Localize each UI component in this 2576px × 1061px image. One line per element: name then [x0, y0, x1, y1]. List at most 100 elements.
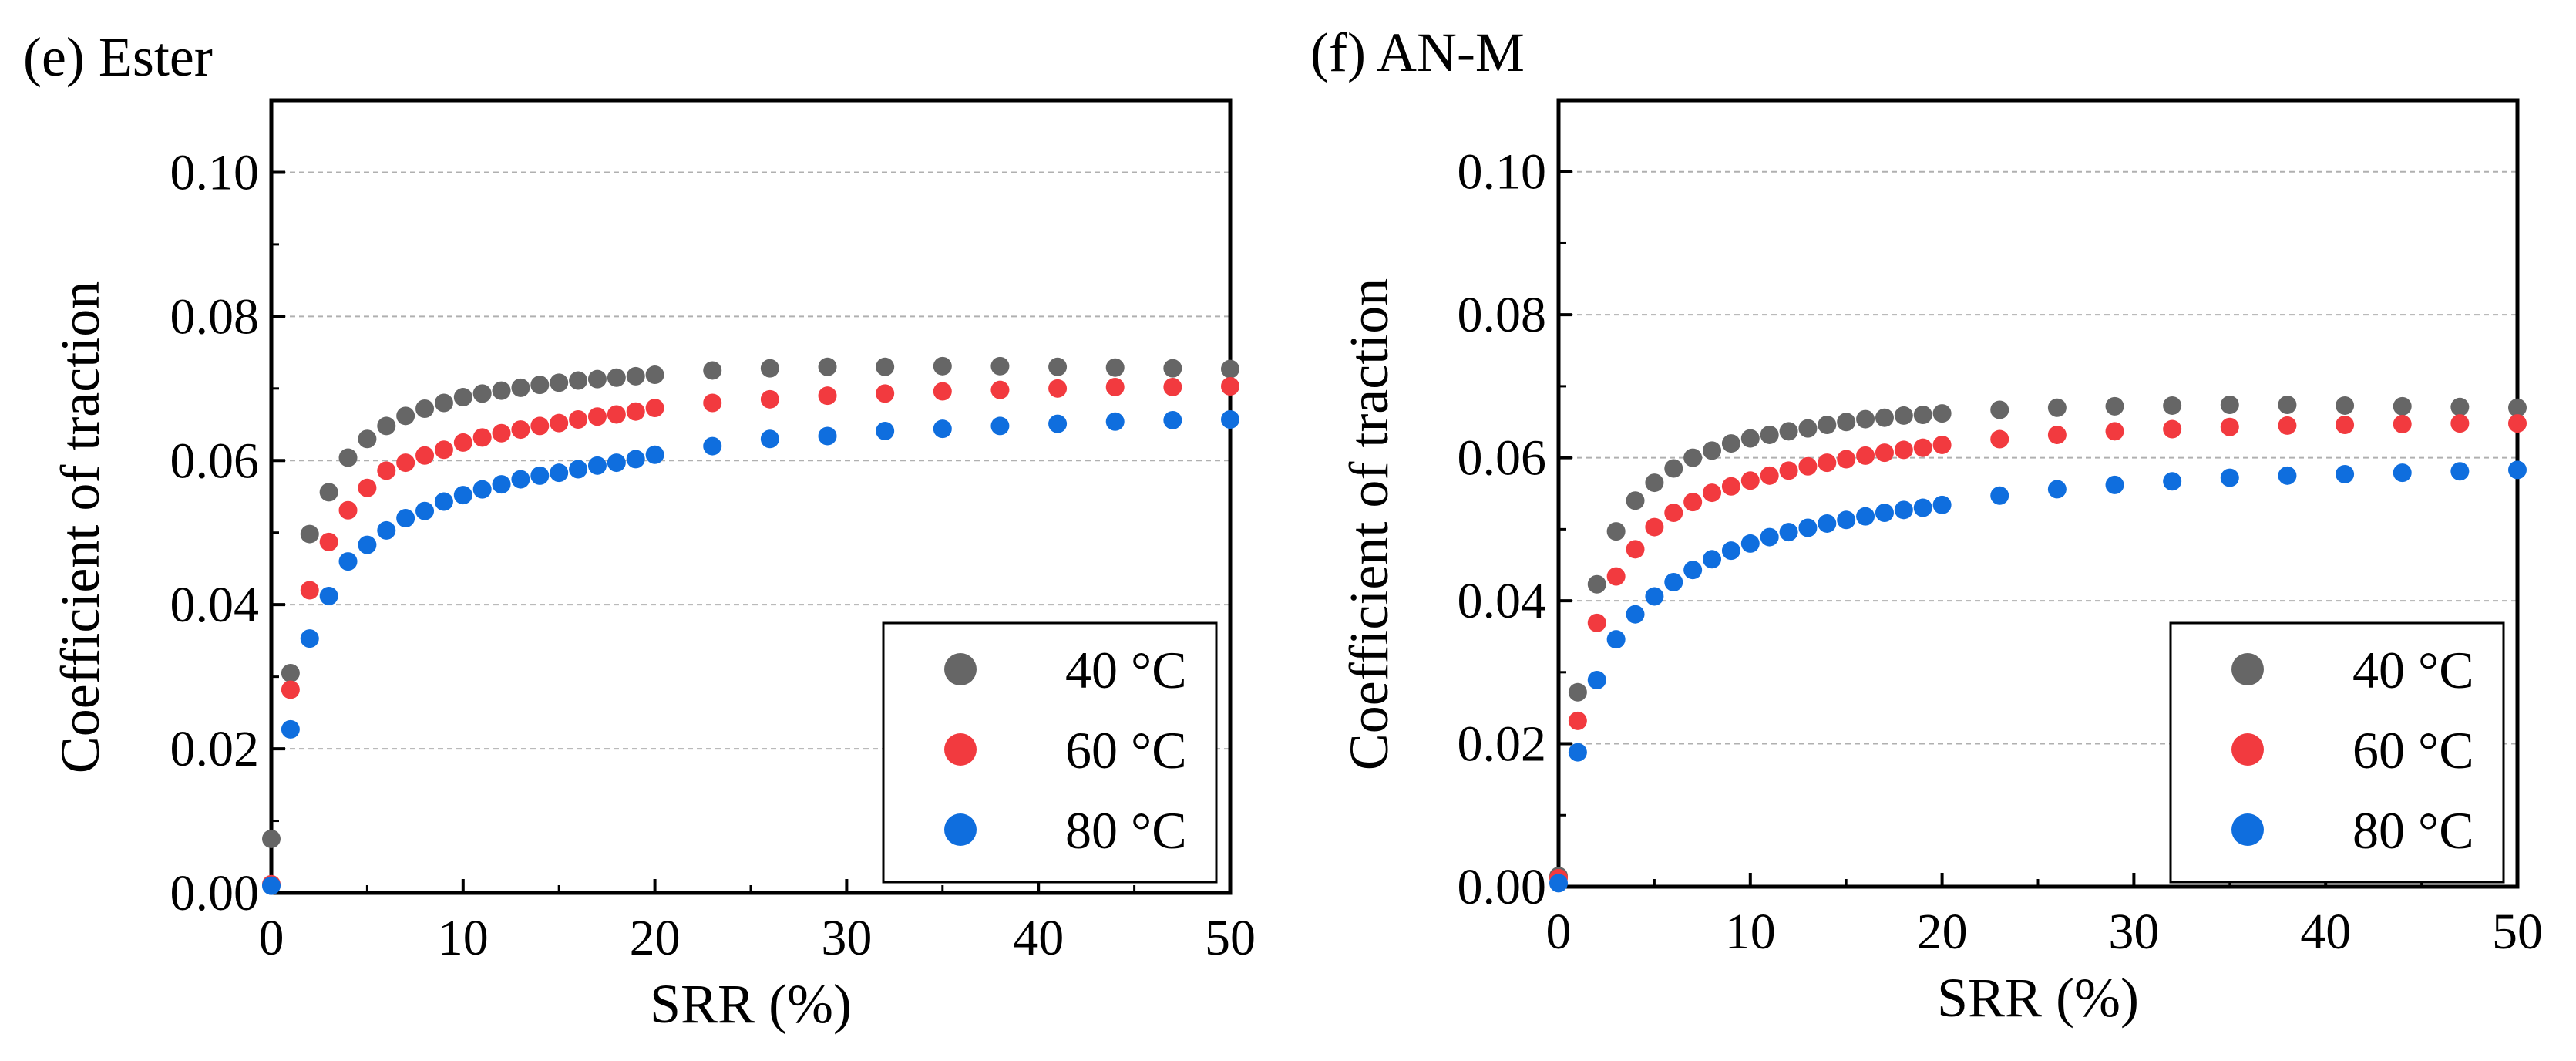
- data-point: [1740, 471, 1760, 490]
- data-point: [818, 426, 837, 446]
- panel-label: (f) AN-M: [1310, 22, 1525, 83]
- data-point: [530, 376, 550, 395]
- data-point: [530, 416, 550, 436]
- data-point: [1894, 440, 1913, 460]
- data-point: [645, 365, 664, 385]
- data-point: [434, 393, 453, 413]
- legend-marker: [2231, 733, 2264, 766]
- data-point: [511, 378, 530, 397]
- data-point: [1683, 493, 1703, 512]
- data-point: [1740, 429, 1760, 448]
- data-point: [396, 453, 415, 473]
- data-point: [262, 829, 281, 848]
- data-point: [358, 478, 377, 497]
- data-point: [434, 440, 453, 460]
- data-point: [338, 448, 358, 467]
- data-point: [1664, 572, 1683, 591]
- y-tick-label: 0.08: [170, 288, 260, 345]
- data-point: [2047, 398, 2067, 417]
- data-point: [396, 406, 415, 426]
- data-point: [626, 450, 645, 469]
- data-point: [569, 460, 588, 479]
- data-point: [569, 410, 588, 429]
- series-1: [262, 356, 1239, 848]
- y-axis-label: Coefficient of traction: [49, 281, 111, 773]
- data-point: [492, 423, 511, 443]
- data-point: [377, 461, 396, 480]
- data-point: [1703, 550, 1722, 569]
- legend-marker: [2231, 813, 2264, 846]
- data-point: [2163, 396, 2182, 415]
- data-point: [1856, 409, 1875, 429]
- x-tick-label: 10: [438, 910, 489, 966]
- data-point: [492, 475, 511, 494]
- data-point: [1606, 630, 1626, 649]
- data-point: [415, 446, 435, 465]
- data-point: [281, 719, 300, 739]
- data-point: [2105, 396, 2124, 416]
- data-point: [1683, 448, 1703, 467]
- data-point: [1606, 522, 1626, 541]
- data-point: [2508, 414, 2527, 433]
- series-3: [262, 410, 1239, 895]
- data-point: [2220, 417, 2239, 436]
- data-point: [1990, 429, 2009, 449]
- data-point: [703, 393, 722, 413]
- data-point: [1740, 534, 1760, 553]
- data-point: [300, 629, 319, 648]
- data-point: [1760, 527, 1779, 547]
- data-point: [1048, 357, 1068, 376]
- data-point: [2336, 396, 2355, 415]
- data-point: [434, 492, 453, 511]
- data-point: [1837, 413, 1856, 432]
- legend-marker: [2231, 653, 2264, 685]
- x-tick-label: 20: [630, 910, 681, 966]
- data-point: [453, 433, 472, 452]
- panel-f-an-m: (f) AN-M 0.00 0.02 0.04 0.06 0.08 0.10 0 10 20 30 4…: [1310, 22, 2543, 1029]
- legend-label: 80 °C: [1065, 801, 1187, 860]
- data-point: [1913, 406, 1932, 424]
- data-point: [415, 399, 435, 418]
- data-point: [1645, 473, 1664, 493]
- data-point: [626, 366, 645, 386]
- data-point: [876, 384, 895, 403]
- data-point: [933, 356, 952, 376]
- data-point: [1163, 410, 1182, 429]
- y-tick-label: 0.10: [1458, 144, 1547, 200]
- legend-label: 60 °C: [1065, 721, 1187, 780]
- data-point: [587, 369, 607, 389]
- data-point: [1798, 419, 1818, 438]
- data-point: [1932, 495, 1952, 514]
- legend-marker: [944, 733, 977, 766]
- data-point: [453, 388, 472, 407]
- data-point: [1779, 422, 1798, 441]
- data-point: [818, 357, 837, 376]
- data-point: [2278, 396, 2297, 415]
- data-point: [1549, 874, 1568, 893]
- data-point: [1818, 415, 1837, 434]
- data-point: [358, 535, 377, 554]
- data-point: [1894, 500, 1913, 520]
- data-point: [1932, 404, 1952, 423]
- x-axis-label: SRR (%): [1937, 967, 2139, 1029]
- data-point: [1568, 711, 1587, 730]
- data-point: [1221, 410, 1239, 429]
- data-point: [2450, 397, 2470, 416]
- data-point: [876, 357, 895, 376]
- data-point: [2508, 398, 2527, 417]
- data-point: [569, 371, 588, 390]
- data-point: [1721, 541, 1740, 561]
- series-3: [1549, 460, 2527, 893]
- data-point: [703, 361, 722, 380]
- data-point: [338, 500, 358, 520]
- x-tick-label: 20: [1917, 904, 1968, 960]
- data-point: [2278, 416, 2297, 435]
- data-point: [760, 429, 779, 449]
- x-tick-label: 0: [259, 910, 284, 966]
- data-point: [645, 399, 664, 418]
- data-point: [1568, 743, 1587, 762]
- data-point: [990, 380, 1010, 399]
- data-point: [472, 428, 492, 447]
- data-point: [262, 876, 281, 895]
- data-point: [2163, 419, 2182, 439]
